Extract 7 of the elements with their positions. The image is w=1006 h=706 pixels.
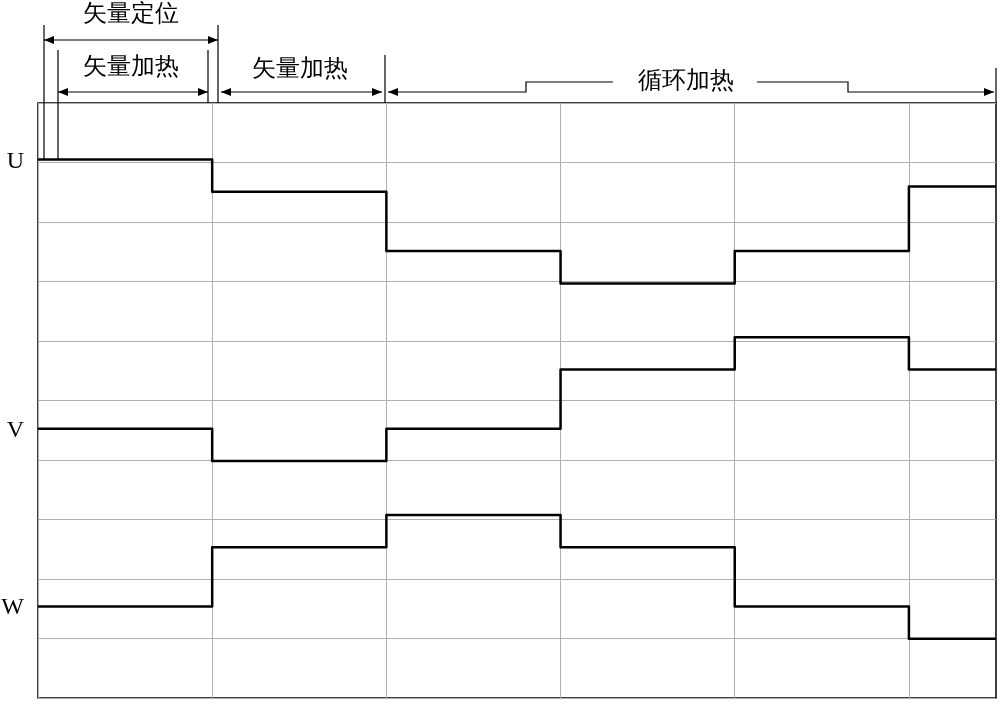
series-label: W xyxy=(1,593,25,620)
series-label: U xyxy=(6,146,24,173)
series-label: V xyxy=(6,415,25,442)
text: 矢量加热 xyxy=(83,53,179,79)
text: 循环加热 xyxy=(638,67,734,93)
text: 矢量加热 xyxy=(252,55,348,81)
text: 矢量定位 xyxy=(83,0,179,26)
